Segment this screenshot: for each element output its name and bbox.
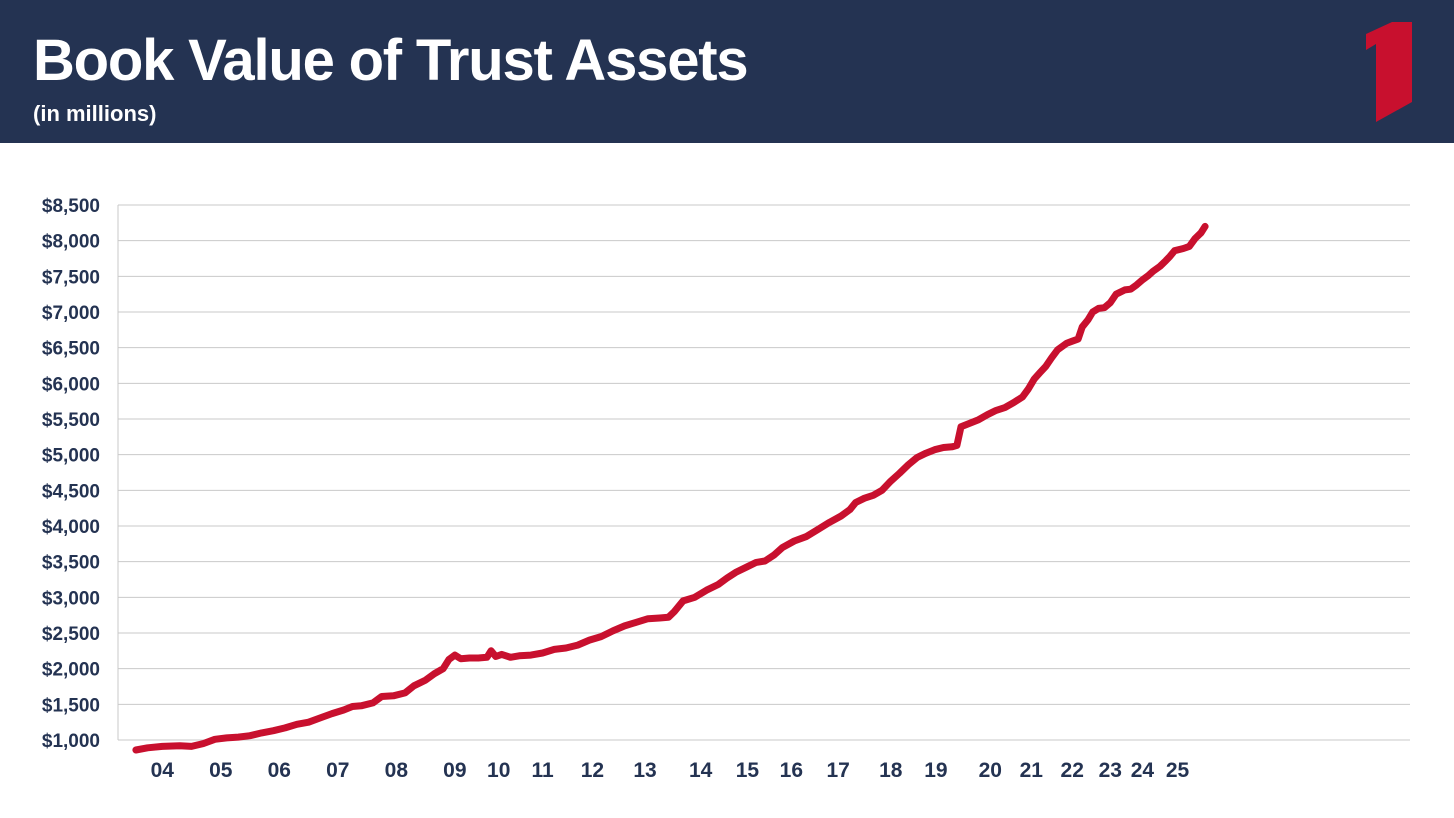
brand-logo-shape bbox=[1366, 22, 1412, 122]
x-tick-label: 15 bbox=[736, 759, 760, 782]
y-tick-label: $2,500 bbox=[42, 624, 100, 645]
y-tick-label: $8,000 bbox=[42, 232, 100, 253]
y-tick-label: $1,500 bbox=[42, 695, 100, 716]
x-tick-label: 21 bbox=[1020, 759, 1044, 782]
x-tick-label: 23 bbox=[1099, 759, 1122, 782]
x-tick-label: 04 bbox=[151, 759, 175, 782]
x-tick-label: 17 bbox=[826, 759, 849, 782]
y-tick-label: $7,500 bbox=[42, 267, 100, 288]
y-tick-label: $4,500 bbox=[42, 481, 100, 502]
y-tick-label: $5,500 bbox=[42, 410, 100, 431]
page-title: Book Value of Trust Assets bbox=[33, 28, 749, 93]
y-tick-label: $2,000 bbox=[42, 660, 100, 681]
page-subtitle: (in millions) bbox=[33, 101, 157, 126]
series-layer bbox=[132, 222, 1209, 754]
series-line bbox=[132, 222, 1209, 754]
x-tick-label: 06 bbox=[268, 759, 291, 782]
grid-layer bbox=[117, 204, 1410, 741]
x-tick-label: 11 bbox=[532, 759, 555, 782]
brand-logo-icon bbox=[1366, 22, 1412, 122]
header-banner: Book Value of Trust Assets (in millions) bbox=[0, 0, 1454, 143]
x-tick-label: 18 bbox=[879, 759, 903, 782]
y-tick-label: $8,500 bbox=[42, 196, 100, 217]
x-tick-label: 10 bbox=[487, 759, 510, 782]
x-axis-labels: 04 05 06 07 08 09 10 11 12 13 14 15 16 17 18 19 20 21 22 23… bbox=[151, 759, 1190, 782]
y-tick-label: $4,000 bbox=[42, 517, 100, 538]
x-tick-label: 16 bbox=[780, 759, 803, 782]
y-axis-labels: $1,000 $1,500 $2,000 $2,500 $3,000 $3,500 $4,0… bbox=[42, 196, 100, 752]
x-tick-label: 22 bbox=[1061, 759, 1084, 782]
y-tick-label: $6,500 bbox=[42, 339, 100, 360]
y-tick-label: $6,000 bbox=[42, 374, 100, 395]
x-tick-label: 19 bbox=[924, 759, 947, 782]
y-tick-label: $7,000 bbox=[42, 303, 100, 324]
line-chart: $1,000 $1,500 $2,000 $2,500 $3,000 $3,500 $4,0… bbox=[42, 196, 1410, 782]
x-tick-label: 08 bbox=[385, 759, 409, 782]
y-tick-label: $1,000 bbox=[42, 731, 100, 752]
x-tick-label: 13 bbox=[633, 759, 656, 782]
x-tick-label: 09 bbox=[443, 759, 466, 782]
y-tick-label: $3,500 bbox=[42, 553, 100, 574]
y-tick-label: $3,000 bbox=[42, 588, 100, 609]
x-tick-label: 20 bbox=[979, 759, 1002, 782]
x-tick-label: 24 bbox=[1131, 759, 1155, 782]
x-tick-label: 14 bbox=[689, 759, 713, 782]
x-tick-label: 05 bbox=[209, 759, 233, 782]
x-tick-label: 07 bbox=[326, 759, 349, 782]
x-tick-label: 25 bbox=[1166, 759, 1190, 782]
y-tick-label: $5,000 bbox=[42, 446, 100, 467]
x-tick-label: 12 bbox=[581, 759, 604, 782]
